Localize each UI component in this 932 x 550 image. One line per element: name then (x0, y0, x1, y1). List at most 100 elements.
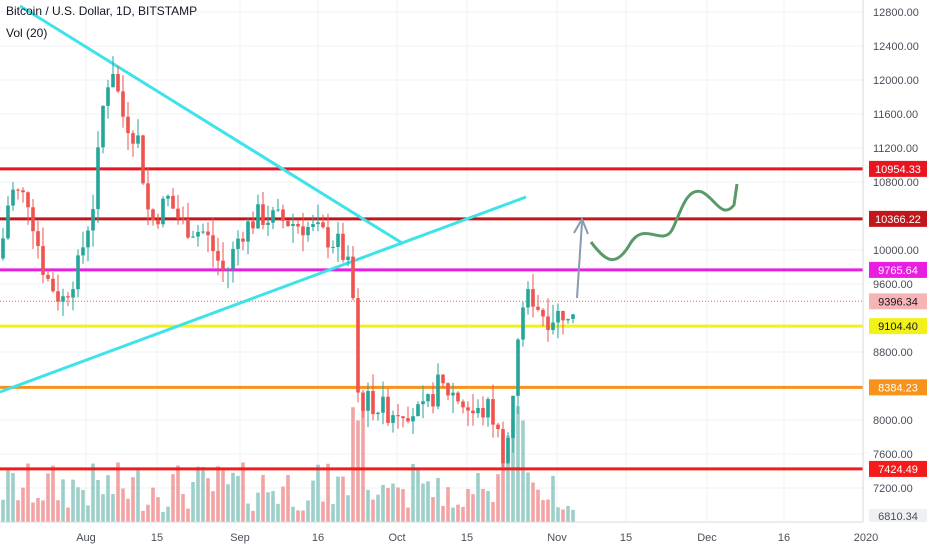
candle-body (176, 208, 180, 219)
volume-bar (496, 474, 500, 522)
volume-bar (301, 510, 305, 522)
candle-body (411, 416, 415, 422)
candle-body (446, 383, 450, 396)
volume-bar (561, 509, 565, 522)
volume-bar (281, 486, 285, 522)
descending-trendline[interactable] (19, 4, 403, 245)
candle-body (401, 416, 405, 419)
candle-body (476, 407, 480, 414)
volume-bar (226, 484, 230, 522)
time-tick-label: 2020 (854, 532, 878, 544)
candle-body (371, 390, 375, 415)
candle-body (421, 401, 425, 405)
volume-bar (246, 503, 250, 522)
volume-bar (56, 500, 60, 522)
candle-body (296, 223, 300, 227)
candle-body (246, 221, 250, 242)
volume-bar (71, 479, 75, 522)
projection-arrow-head[interactable] (573, 216, 589, 235)
candle-body (426, 394, 430, 402)
candle-body (141, 135, 145, 184)
chart-title: Bitcoin / U.S. Dollar, 1D, BITSTAMP (6, 4, 198, 18)
candle-body (96, 147, 100, 210)
volume-bar (536, 489, 540, 522)
volume-bar (551, 475, 555, 522)
candle-body (391, 415, 395, 423)
level-tag[interactable] (869, 460, 927, 477)
time-tick-label: 15 (151, 532, 163, 544)
level-tag[interactable] (869, 261, 927, 278)
price-tick-label: 11600.00 (873, 109, 918, 121)
price-axis[interactable]: 12800.00 12400.00 12000.00 11600.00 11200.00… (862, 0, 932, 550)
volume-bar (66, 507, 70, 522)
candle-body (131, 133, 135, 144)
volume-bar (526, 472, 530, 522)
volume-bar (46, 473, 50, 522)
candle-body (436, 374, 440, 407)
volume-bar (256, 492, 260, 522)
candle-body (41, 246, 45, 275)
candle-body (571, 314, 575, 320)
candle-body (566, 319, 570, 321)
volume-bar (286, 474, 290, 522)
candle-body (306, 226, 310, 236)
ascending-trendline[interactable] (0, 195, 527, 394)
projected-price-path[interactable] (589, 183, 739, 262)
candle-body (81, 247, 85, 256)
time-tick-label: Nov (547, 532, 567, 544)
level-tag[interactable] (869, 379, 927, 396)
volume-bar (216, 466, 220, 522)
candle-body (301, 226, 305, 236)
volume-bar (311, 480, 315, 522)
time-tick-label: 16 (312, 532, 324, 544)
volume-bar (356, 420, 360, 522)
candle-body (556, 310, 560, 323)
level-tag[interactable] (869, 160, 927, 177)
candle-body (286, 220, 290, 226)
candle-body (1, 238, 5, 259)
candle-body (526, 289, 530, 308)
volume-bar (436, 477, 440, 522)
projection-drawings[interactable] (573, 183, 739, 299)
volume-bar (156, 497, 160, 522)
candle-body (356, 298, 360, 393)
volume-bar (21, 487, 25, 522)
volume-bar (466, 488, 470, 522)
level-label: 10954.33 (875, 164, 921, 176)
level-tag[interactable] (869, 210, 927, 227)
projection-arrow-line[interactable] (576, 221, 583, 299)
level-tag[interactable] (869, 318, 927, 335)
candle-body (61, 296, 65, 302)
candle-body (16, 189, 20, 191)
volume-bar (511, 419, 515, 522)
candle-body (166, 195, 170, 199)
volume-bar (566, 506, 570, 522)
volume-bar (331, 504, 335, 522)
candle-body (386, 396, 390, 423)
time-axis[interactable]: Aug 15 Sep 16 Oct 15 Nov 15 Dec 16 2020 (0, 521, 932, 550)
candle-body (201, 231, 205, 233)
candle-body (126, 116, 130, 134)
candle-body (236, 238, 240, 249)
volume-bar (416, 469, 420, 522)
candle-body (551, 322, 555, 331)
volume-bar (41, 500, 45, 522)
trendlines[interactable] (0, 4, 527, 394)
candle-body (451, 392, 455, 396)
volume-bar (386, 487, 390, 522)
time-tick-label: 16 (778, 532, 790, 544)
time-tick-label: Aug (76, 532, 96, 544)
price-tick-label: 7600.00 (873, 449, 913, 461)
candle-body (191, 236, 195, 238)
volume-indicator-label[interactable]: Vol (20) (6, 26, 48, 40)
horizontal-levels[interactable] (0, 167, 863, 471)
last-price-tag[interactable] (869, 293, 927, 310)
volume-bar (146, 504, 150, 522)
volume-bar (61, 479, 65, 522)
last-price-label: 9396.34 (878, 296, 918, 308)
volume-bar (26, 463, 30, 522)
candle-body (226, 268, 230, 271)
candle-body (486, 399, 490, 418)
volume-bar (171, 474, 175, 522)
